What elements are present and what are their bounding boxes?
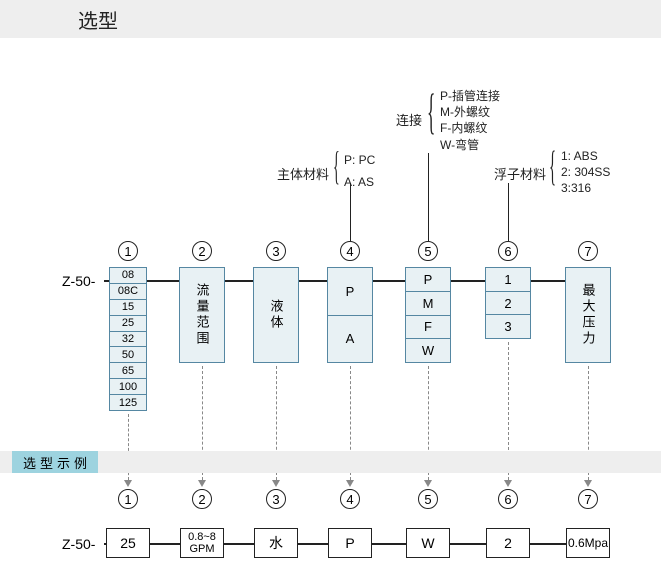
- option-cell: 100: [110, 378, 146, 394]
- arrow-down-icon: [504, 480, 512, 487]
- option-cell: 08: [110, 268, 146, 283]
- annot-item: M-外螺纹: [440, 104, 500, 120]
- annot-body-label: 主体材料: [277, 164, 329, 183]
- options-float: 1 2 3: [485, 267, 531, 339]
- annot-item: 3:316: [561, 180, 610, 196]
- annot-item: W-弯管: [440, 137, 500, 153]
- options-size: 08 08C 15 25 32 50 65 100 125: [109, 267, 147, 411]
- step-number-7: 7: [578, 241, 598, 261]
- annot-item: 2: 304SS: [561, 164, 610, 180]
- step-number-4b: 4: [340, 489, 360, 509]
- option-cell: 65: [110, 362, 146, 378]
- annot-item: 1: ABS: [561, 148, 610, 164]
- arrow-down-icon: [272, 480, 280, 487]
- arrow-down-icon: [124, 480, 132, 487]
- diagram-container: 连接 { P-插管连接 M-外螺纹 F-内螺纹 W-弯管 主体材料 { P: P…: [0, 38, 661, 584]
- example-box-6: 2: [486, 528, 530, 558]
- option-cell: 25: [110, 315, 146, 331]
- example-box-2: 0.8~8 GPM: [180, 528, 224, 558]
- options-flowrange: 流量范围: [179, 267, 225, 363]
- step-number-7b: 7: [578, 489, 598, 509]
- example-bar-label: 选型示例: [12, 451, 98, 473]
- annot-item: P-插管连接: [440, 88, 500, 104]
- example-prefix: Z-50-: [62, 536, 95, 552]
- option-cell: 1: [486, 268, 530, 291]
- step-number-5b: 5: [418, 489, 438, 509]
- example-box-7: 0.6Mpa: [566, 528, 610, 558]
- option-cell: W: [406, 338, 450, 362]
- annot-item: P: PC: [344, 150, 375, 172]
- annot-item: F-内螺纹: [440, 120, 500, 136]
- step-number-3b: 3: [266, 489, 286, 509]
- vertical-label: 流量范围: [180, 268, 224, 362]
- annot-float-label: 浮子材料: [494, 164, 546, 183]
- connector-line: [508, 183, 509, 241]
- brace-icon: {: [427, 86, 435, 136]
- arrow-down-icon: [346, 480, 354, 487]
- step-number-4: 4: [340, 241, 360, 261]
- page-title: 选型: [78, 5, 118, 34]
- step-number-6b: 6: [498, 489, 518, 509]
- connector-line: [428, 153, 429, 241]
- step-number-1: 1: [118, 241, 138, 261]
- options-connection: P M F W: [405, 267, 451, 363]
- annot-item: A: AS: [344, 172, 375, 194]
- options-maxpressure: 最大压力: [565, 267, 611, 363]
- step-number-3: 3: [266, 241, 286, 261]
- example-line: 0.8~8: [188, 531, 216, 543]
- annot-body-list: P: PC A: AS: [344, 150, 375, 193]
- option-cell: 32: [110, 331, 146, 347]
- options-body-material: P A: [327, 267, 373, 363]
- vertical-label: 液体: [254, 268, 298, 362]
- example-box-1: 25: [106, 528, 150, 558]
- step-number-2b: 2: [192, 489, 212, 509]
- annot-connection-label: 连接: [396, 110, 422, 129]
- step-number-1b: 1: [118, 489, 138, 509]
- example-box-4: P: [328, 528, 372, 558]
- option-cell: P: [328, 268, 372, 315]
- option-cell: A: [328, 315, 372, 363]
- step-number-6: 6: [498, 241, 518, 261]
- option-cell: 125: [110, 394, 146, 410]
- option-cell: 15: [110, 299, 146, 315]
- option-cell: 08C: [110, 283, 146, 299]
- options-liquid: 液体: [253, 267, 299, 363]
- brace-icon: {: [549, 146, 556, 188]
- connector-line: [350, 183, 351, 241]
- option-cell: M: [406, 291, 450, 315]
- arrow-down-icon: [584, 480, 592, 487]
- arrow-down-icon: [198, 480, 206, 487]
- option-cell: 2: [486, 291, 530, 315]
- example-box-5: W: [406, 528, 450, 558]
- example-line: GPM: [189, 543, 214, 555]
- arrow-down-icon: [424, 480, 432, 487]
- header-bar: 选型: [0, 0, 661, 38]
- annot-connection-list: P-插管连接 M-外螺纹 F-内螺纹 W-弯管: [440, 88, 500, 153]
- example-box-3: 水: [254, 528, 298, 558]
- option-cell: 3: [486, 314, 530, 338]
- annot-float-list: 1: ABS 2: 304SS 3:316: [561, 148, 610, 197]
- model-prefix: Z-50-: [62, 273, 95, 289]
- step-number-2: 2: [192, 241, 212, 261]
- option-cell: P: [406, 268, 450, 291]
- option-cell: F: [406, 315, 450, 339]
- option-cell: 50: [110, 346, 146, 362]
- vertical-label: 最大压力: [566, 268, 610, 362]
- brace-icon: {: [333, 146, 340, 186]
- example-bar-bg: [0, 451, 661, 473]
- step-number-5: 5: [418, 241, 438, 261]
